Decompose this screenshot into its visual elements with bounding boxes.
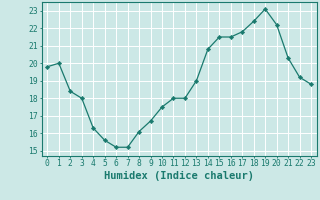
X-axis label: Humidex (Indice chaleur): Humidex (Indice chaleur) bbox=[104, 171, 254, 181]
